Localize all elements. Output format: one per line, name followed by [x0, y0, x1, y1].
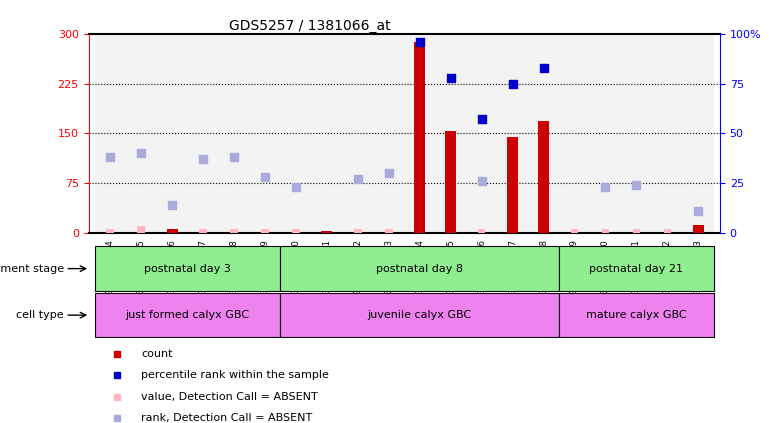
Point — [135, 150, 147, 157]
Bar — [571, 229, 578, 233]
Bar — [219, 34, 249, 233]
Bar — [188, 34, 219, 233]
Bar — [321, 231, 333, 233]
Bar — [137, 226, 145, 233]
Title: GDS5257 / 1381066_at: GDS5257 / 1381066_at — [229, 19, 390, 33]
Bar — [445, 131, 456, 233]
Text: mature calyx GBC: mature calyx GBC — [586, 310, 687, 320]
Bar — [280, 293, 559, 338]
Bar — [507, 137, 518, 233]
Bar — [538, 121, 549, 233]
Bar — [414, 42, 425, 233]
Bar — [261, 229, 269, 233]
Bar — [199, 229, 207, 233]
Point — [104, 154, 116, 160]
Point — [383, 170, 395, 176]
Text: percentile rank within the sample: percentile rank within the sample — [142, 371, 329, 380]
Text: count: count — [142, 349, 172, 359]
Bar — [230, 229, 238, 233]
Bar — [373, 34, 404, 233]
Bar — [95, 246, 280, 291]
Bar — [652, 34, 683, 233]
Bar — [559, 293, 714, 338]
Bar — [156, 34, 188, 233]
Text: postnatal day 21: postnatal day 21 — [589, 264, 684, 274]
Point — [599, 184, 611, 190]
Bar — [95, 293, 280, 338]
Bar — [601, 229, 609, 233]
Bar — [106, 229, 114, 233]
Bar — [311, 34, 343, 233]
Point — [475, 116, 487, 123]
Point — [444, 74, 457, 81]
Text: cell type: cell type — [16, 310, 64, 320]
Point — [413, 38, 426, 45]
Bar — [497, 34, 528, 233]
Bar — [292, 229, 300, 233]
Bar — [95, 34, 126, 233]
Bar — [478, 229, 485, 233]
Point — [352, 176, 364, 182]
Text: rank, Detection Call = ABSENT: rank, Detection Call = ABSENT — [142, 413, 313, 423]
Point — [166, 201, 179, 208]
Point — [630, 181, 642, 188]
Bar — [559, 246, 714, 291]
Text: juvenile calyx GBC: juvenile calyx GBC — [367, 310, 472, 320]
Point — [197, 156, 209, 162]
Text: development stage: development stage — [0, 264, 64, 274]
Bar — [280, 34, 311, 233]
Bar — [280, 246, 559, 291]
Bar — [343, 34, 373, 233]
Point — [228, 154, 240, 160]
Bar — [385, 229, 393, 233]
Bar — [354, 229, 362, 233]
Point — [692, 207, 705, 214]
Bar — [621, 34, 652, 233]
Bar — [435, 34, 466, 233]
Point — [259, 173, 271, 180]
Bar — [664, 229, 671, 233]
Bar — [126, 34, 156, 233]
Bar — [693, 225, 704, 233]
Bar — [249, 34, 280, 233]
Bar — [633, 229, 640, 233]
Bar — [528, 34, 559, 233]
Point — [290, 184, 302, 190]
Bar — [404, 34, 435, 233]
Bar — [590, 34, 621, 233]
Text: postnatal day 8: postnatal day 8 — [377, 264, 464, 274]
Point — [507, 80, 519, 87]
Bar — [166, 229, 178, 233]
Bar — [559, 34, 590, 233]
Point — [475, 178, 487, 184]
Bar — [683, 34, 714, 233]
Text: postnatal day 3: postnatal day 3 — [144, 264, 231, 274]
Bar — [466, 34, 497, 233]
Text: just formed calyx GBC: just formed calyx GBC — [126, 310, 249, 320]
Point — [537, 64, 550, 71]
Text: value, Detection Call = ABSENT: value, Detection Call = ABSENT — [142, 392, 318, 402]
